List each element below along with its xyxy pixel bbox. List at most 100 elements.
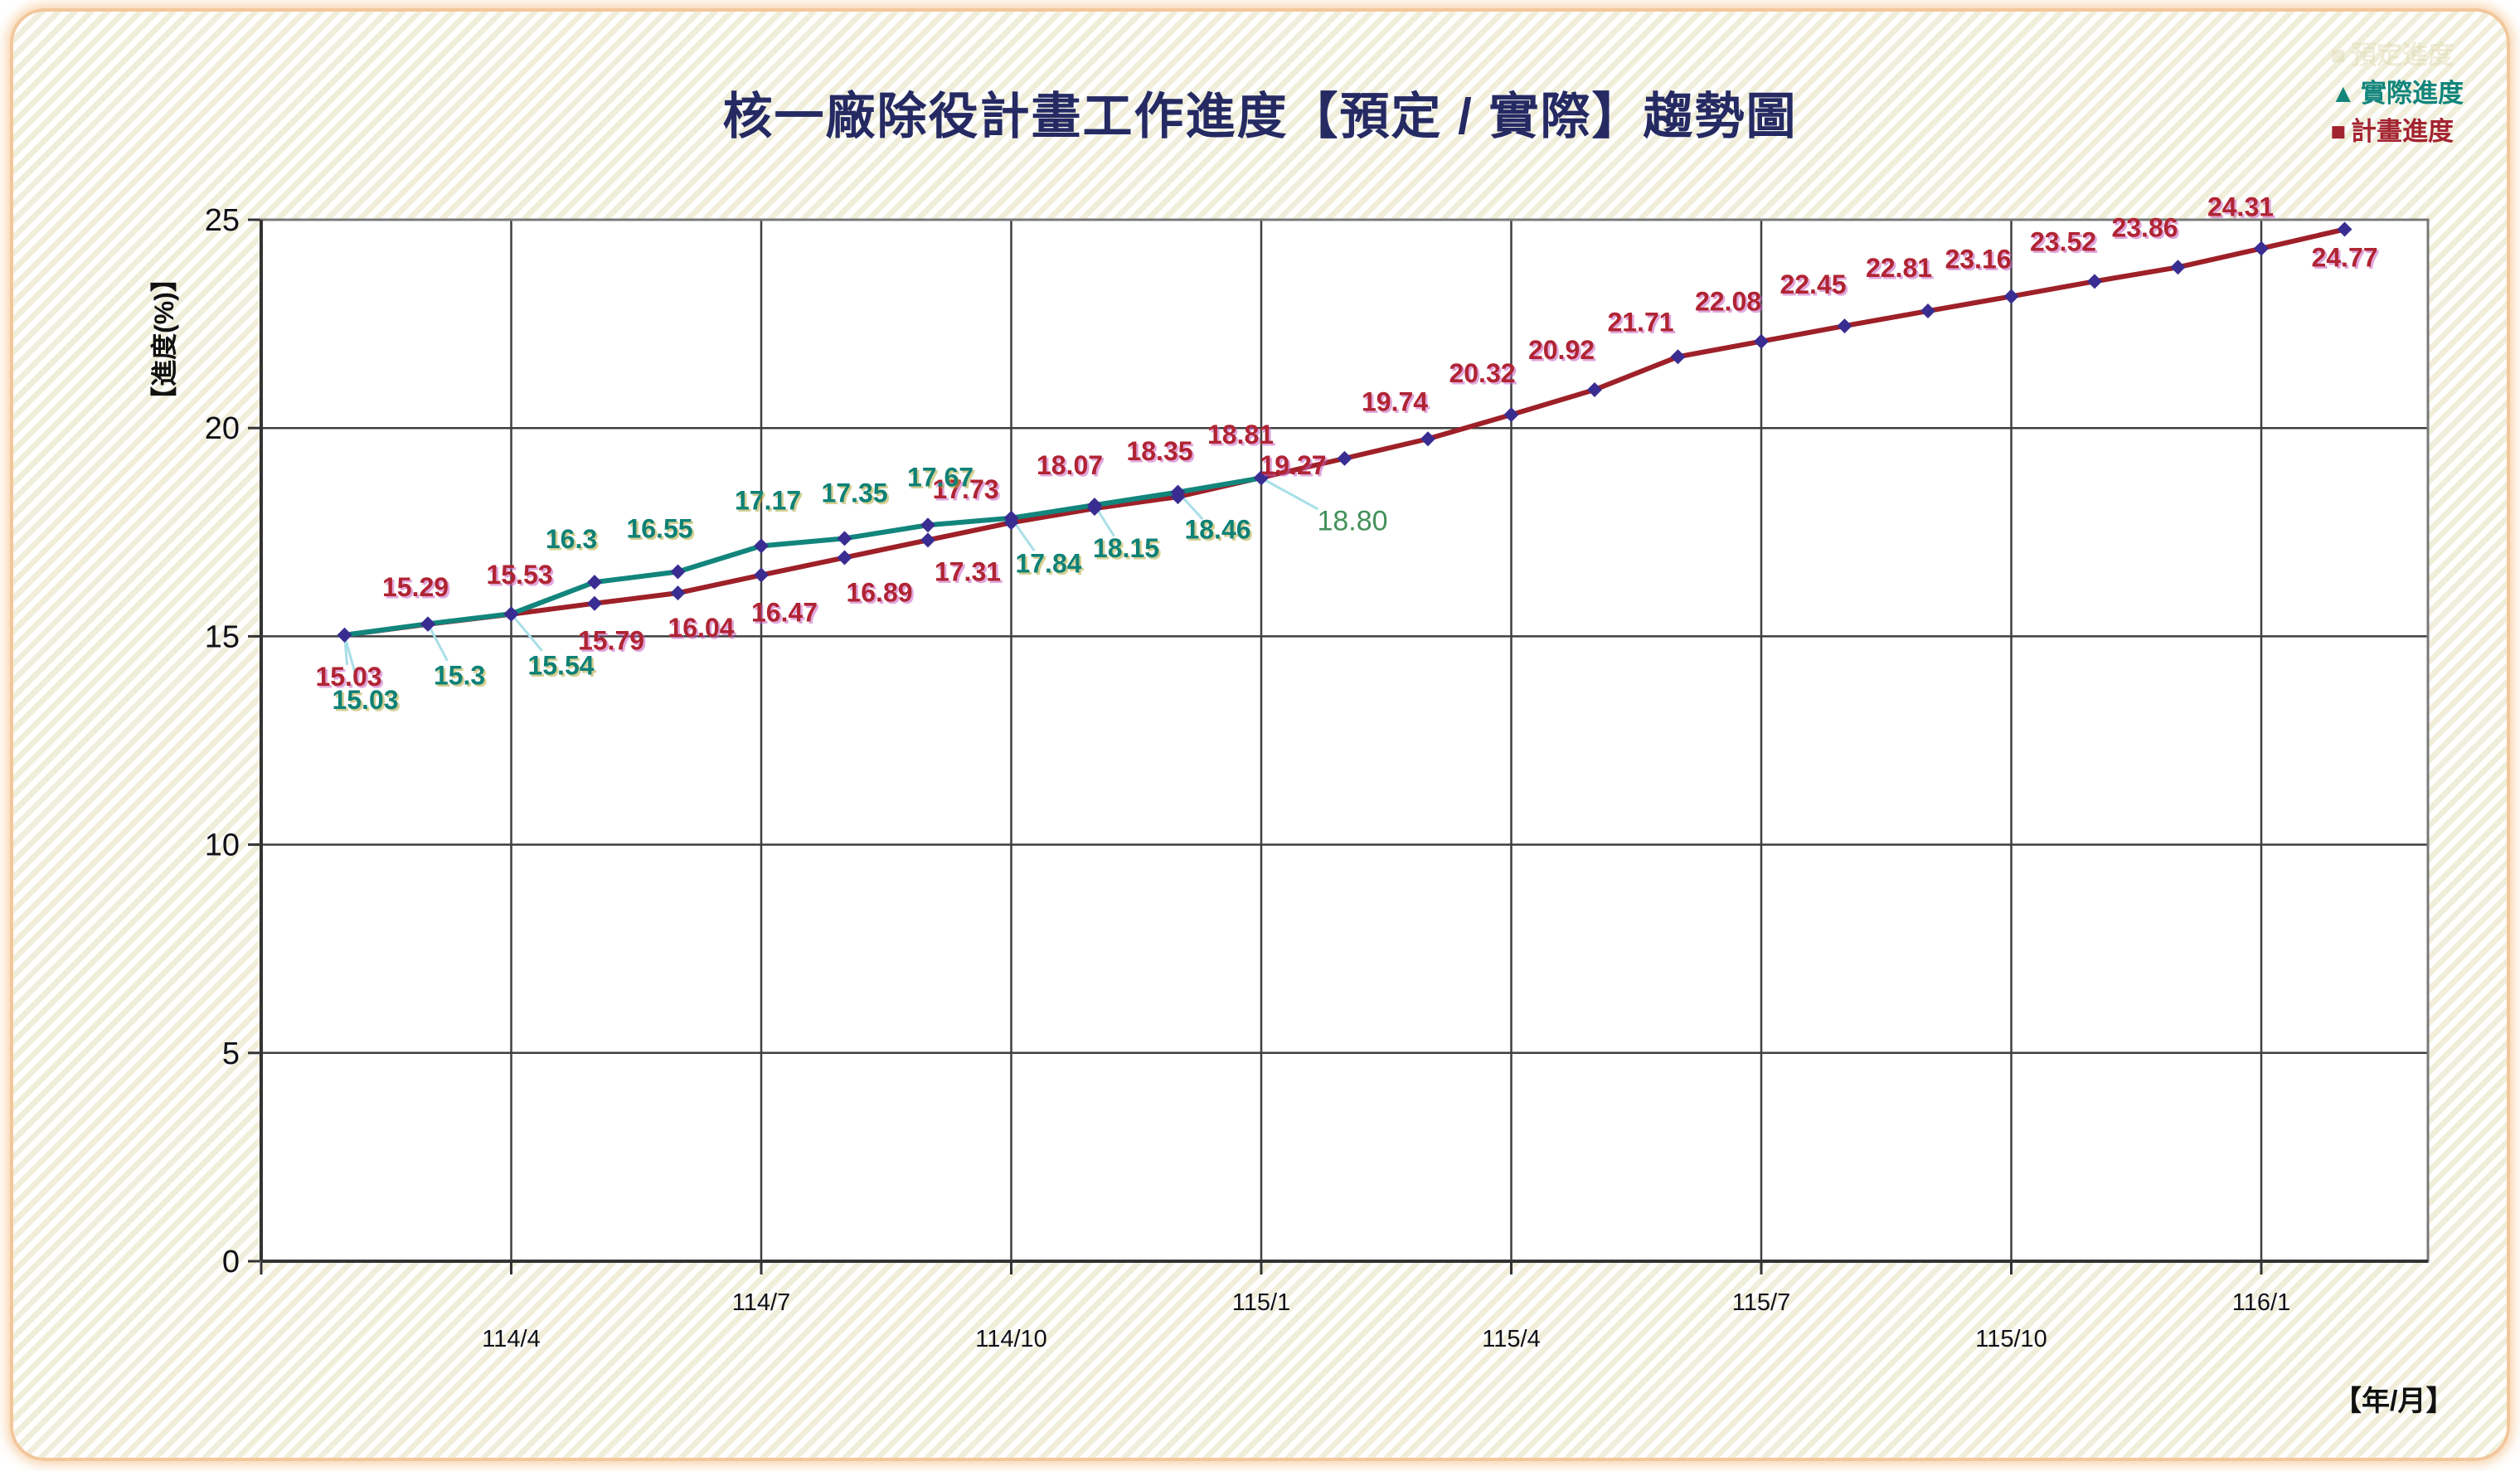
actual-data-label: 15.03: [332, 685, 398, 715]
plan-data-marker: [670, 585, 686, 601]
plan-data-label-shadow: 19.27: [1262, 452, 1328, 482]
plan-data-label: 23.52: [2030, 226, 2096, 256]
actual-data-label: 18.15: [1093, 533, 1159, 563]
actual-data-label: 17.84: [1015, 549, 1081, 579]
legend-label-ghost: 預定進度: [2351, 41, 2454, 70]
actual-label-leader-line: [510, 613, 543, 652]
plan-data-label-shadow: 15.79: [580, 628, 646, 658]
plan-data-label-shadow: 23.52: [2032, 229, 2098, 259]
plan-data-marker: [2337, 221, 2352, 237]
legend-item-actual: ▲ 實際進度: [2330, 75, 2464, 113]
plan-data-marker: [920, 532, 935, 548]
legend-label-plan: 計畫進度: [2351, 117, 2454, 146]
plan-data-label: 18.35: [1126, 436, 1192, 466]
plan-data-label: 18.07: [1037, 450, 1103, 480]
actual-data-marker: [1087, 498, 1102, 513]
plan-data-label-shadow: 22.08: [1697, 289, 1763, 318]
plan-data-label: 15.29: [382, 572, 449, 602]
x-tick-label: 114/4: [482, 1326, 540, 1352]
x-tick-label: 115/4: [1482, 1326, 1540, 1352]
plan-data-label: 21.71: [1607, 307, 1673, 337]
plan-data-label: 22.81: [1866, 253, 1932, 283]
plan-data-label: 24.31: [2207, 192, 2274, 222]
plan-data-label-shadow: 19.74: [1363, 389, 1430, 419]
actual-data-label-shadow: 16.3: [547, 527, 599, 556]
actual-data-label: 18.80: [1317, 505, 1387, 536]
actual-data-marker: [670, 564, 686, 580]
plan-data-label: 18.81: [1207, 420, 1274, 449]
square-icon: ■: [2330, 41, 2347, 70]
plan-data-label-shadow: 20.92: [1530, 337, 1596, 367]
actual-data-label-shadow: 17.84: [1017, 551, 1084, 580]
plot-background: [261, 220, 2428, 1261]
legend: ■ 預定進度 ▲ 實際進度 ■ 計畫進度: [2330, 36, 2464, 151]
actual-data-marker: [337, 627, 352, 643]
actual-label-leader-line: [1260, 477, 1318, 511]
plan-data-marker: [837, 550, 852, 566]
y-tick-label: 0: [222, 1245, 240, 1279]
actual-data-label-shadow: 17.35: [823, 480, 890, 510]
y-tick-label: 5: [222, 1036, 240, 1071]
legend-item-ghost: ■ 預定進度: [2330, 36, 2464, 75]
plan-data-label-shadow: 16.04: [670, 615, 736, 645]
actual-data-label-shadow: 18.46: [1187, 517, 1253, 546]
plan-data-label: 19.74: [1362, 386, 1428, 416]
plan-data-label: 17.31: [935, 556, 1001, 586]
actual-data-label: 17.35: [821, 478, 887, 507]
plan-data-label-shadow: 23.16: [1947, 246, 2013, 276]
plan-data-label: 23.16: [1945, 244, 2011, 274]
plan-data-label: 17.73: [932, 474, 998, 504]
legend-label-actual: 實際進度: [2361, 79, 2464, 108]
plan-data-label-shadow: 18.35: [1129, 439, 1195, 468]
plan-data-label: 22.45: [1780, 269, 1846, 299]
actual-data-label-shadow: 15.03: [334, 687, 401, 716]
plan-data-marker: [1420, 431, 1435, 447]
plan-data-label-shadow: 16.47: [753, 600, 819, 629]
plan-data-label: 20.92: [1528, 335, 1595, 365]
plan-data-marker: [754, 567, 769, 583]
triangle-icon: ▲: [2330, 79, 2356, 108]
plan-data-label-shadow: 22.81: [1867, 255, 1934, 285]
plan-data-marker: [1754, 333, 1769, 349]
actual-data-label: 17.17: [735, 485, 801, 515]
plan-data-label-shadow: 17.31: [936, 559, 1003, 589]
plan-data-label: 16.04: [668, 613, 734, 643]
legend-item-plan: ■ 計畫進度: [2330, 113, 2464, 151]
actual-data-marker: [1254, 470, 1269, 486]
plan-data-label-shadow: 15.03: [318, 663, 384, 693]
actual-data-marker: [920, 517, 935, 533]
actual-data-label-shadow: 15.54: [530, 653, 596, 682]
plan-data-label: 23.86: [2111, 212, 2178, 242]
y-tick-label: 10: [205, 828, 240, 863]
x-tick-label: 115/7: [1732, 1289, 1790, 1316]
plan-data-label-shadow: 21.71: [1610, 309, 1676, 339]
actual-data-marker: [1003, 510, 1019, 526]
x-tick-label: 114/7: [732, 1289, 790, 1316]
y-tick-label: 25: [205, 203, 240, 238]
actual-data-label-shadow: 17.67: [909, 464, 975, 494]
plan-data-marker: [2170, 260, 2186, 275]
plan-data-marker: [1920, 303, 1935, 319]
plan-data-marker: [587, 595, 602, 611]
actual-data-label: 15.3: [434, 660, 485, 690]
plan-data-label: 15.53: [486, 560, 552, 590]
plan-data-label: 24.77: [2311, 243, 2377, 273]
plan-data-label-shadow: 24.31: [2209, 194, 2275, 224]
plan-data-label-shadow: 20.32: [1451, 361, 1517, 391]
actual-label-leader-line: [426, 623, 449, 662]
plan-data-label-shadow: 15.29: [384, 574, 450, 604]
plan-data-label-shadow: 16.89: [848, 580, 915, 609]
actual-data-marker: [420, 616, 435, 632]
x-tick-label: 115/10: [1975, 1326, 2047, 1352]
chart-title: 核一廠除役計畫工作進度【預定 / 實際】趨勢圖: [722, 89, 1798, 144]
plan-data-label: 15.03: [315, 662, 381, 692]
plan-data-label-shadow: 22.45: [1782, 272, 1848, 302]
actual-data-label: 16.55: [626, 514, 692, 544]
plan-data-label: 16.47: [751, 598, 818, 628]
actual-data-label: 17.67: [907, 462, 974, 492]
actual-data-label: 15.54: [527, 650, 594, 680]
plan-data-label: 22.08: [1695, 287, 1761, 317]
plan-data-marker: [2087, 274, 2102, 289]
